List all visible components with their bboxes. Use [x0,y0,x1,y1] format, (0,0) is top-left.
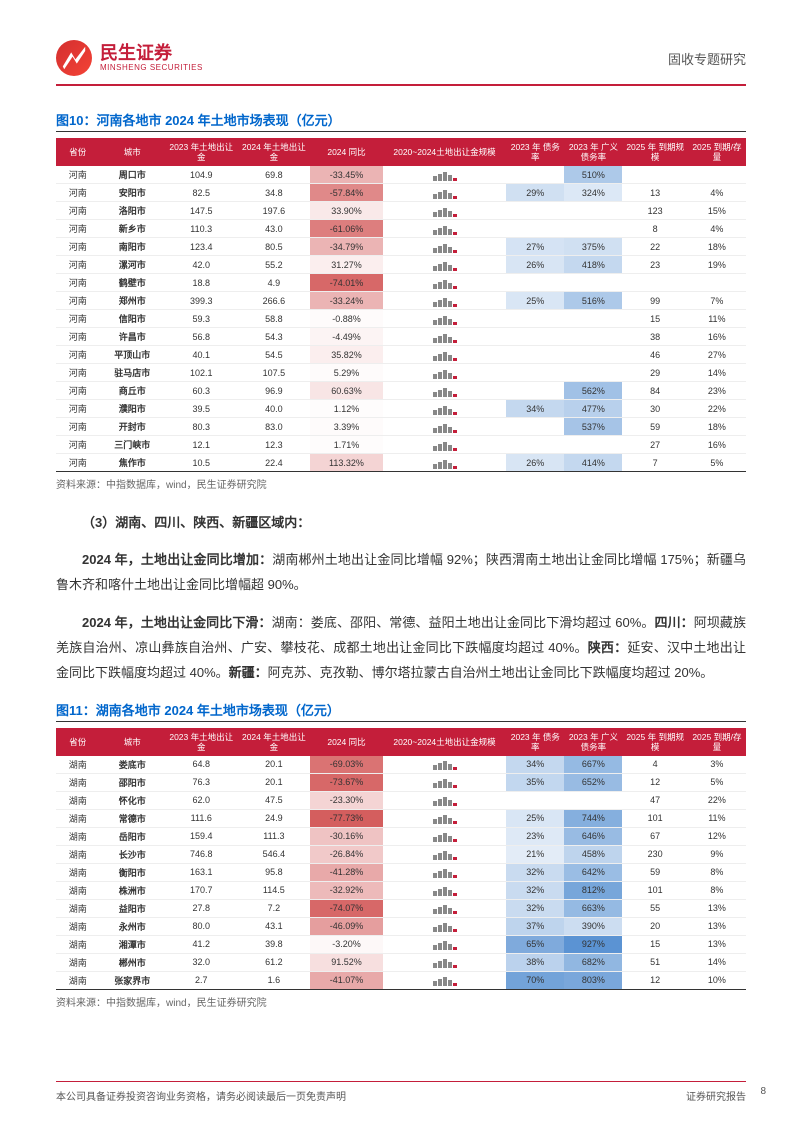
section-heading: （3）湖南、四川、陕西、新疆区域内： [56,511,746,536]
sparkline [385,866,504,878]
table-row: 湖南衡阳市163.195.8-41.28%32%642%598% [56,863,746,881]
table-header: 城市 [100,138,165,166]
company-name-cn: 民生证券 [100,44,203,64]
table-header: 2023 年土地出让金 [165,138,238,166]
doc-type: 固收专题研究 [668,49,746,68]
table-row: 河南许昌市56.854.3-4.49%3816% [56,328,746,346]
footer-report-type: 证券研究报告 [686,1088,746,1103]
table-row: 湖南株洲市170.7114.5-32.92%32%812%1018% [56,881,746,899]
para2: 2024 年，土地出让金同比下滑：湖南：娄底、邵阳、常德、益阳土地出让金同比下滑… [56,611,746,685]
table-row: 河南濮阳市39.540.01.12%34%477%3022% [56,400,746,418]
table-row: 湖南娄底市64.820.1-69.03%34%667%43% [56,756,746,774]
table-header: 2025 到期/存量 [688,728,746,756]
table-row: 湖南邵阳市76.320.1-73.67%35%652%125% [56,773,746,791]
table-header: 2023 年 广义债务率 [564,728,622,756]
sparkline [385,902,504,914]
table-row: 湖南常德市111.624.9-77.73%25%744%10111% [56,809,746,827]
table-header: 2023 年 广义债务率 [564,138,622,166]
table-header: 2020~2024土地出让金规模 [383,728,506,756]
sparkline [385,169,504,181]
sparkline [385,277,504,289]
page-number: 8 [760,1086,766,1097]
sparkline [385,794,504,806]
table-row: 河南焦作市10.522.4113.32%26%414%75% [56,454,746,472]
sparkline [385,812,504,824]
table-header: 2024 年土地出让金 [238,728,311,756]
table-row: 河南开封市80.383.03.39%537%5918% [56,418,746,436]
sparkline [385,187,504,199]
sparkline [385,403,504,415]
sparkline [385,331,504,343]
table-header: 省份 [56,138,100,166]
table-header: 2025 到期/存量 [688,138,746,166]
table-header: 2023 年 债务率 [506,138,564,166]
sparkline [385,974,504,986]
figure10-table: 省份城市2023 年土地出让金2024 年土地出让金2024 同比2020~20… [56,138,746,472]
sparkline [385,776,504,788]
table-header: 2025 年 到期规模 [622,138,687,166]
sparkline [385,421,504,433]
sparkline [385,259,504,271]
table-header: 2024 同比 [310,138,383,166]
sparkline [385,956,504,968]
table-row: 湖南长沙市746.8546.4-26.84%21%458%2309% [56,845,746,863]
table-header: 省份 [56,728,100,756]
table-row: 河南鹤壁市18.84.9-74.01% [56,274,746,292]
sparkline [385,830,504,842]
sparkline [385,848,504,860]
sparkline [385,457,504,469]
logo: 民生证券 MINSHENG SECURITIES [56,40,203,76]
sparkline [385,295,504,307]
table-row: 河南驻马店市102.1107.55.29%2914% [56,364,746,382]
table-row: 湖南湘潭市41.239.8-3.20%65%927%1513% [56,935,746,953]
table-header: 2025 年 到期规模 [622,728,687,756]
table-row: 河南新乡市110.343.0-61.06%84% [56,220,746,238]
sparkline [385,205,504,217]
table-row: 河南平顶山市40.154.535.82%4627% [56,346,746,364]
table-header: 2023 年土地出让金 [165,728,238,756]
table-row: 河南安阳市82.534.8-57.84%29%324%134% [56,184,746,202]
table-header: 2024 年土地出让金 [238,138,311,166]
figure11-source: 资料来源：中指数据库，wind，民生证券研究院 [56,994,746,1009]
table-row: 河南三门峡市12.112.31.71%2716% [56,436,746,454]
figure10-source: 资料来源：中指数据库，wind，民生证券研究院 [56,476,746,491]
table-row: 湖南岳阳市159.4111.3-30.16%23%646%6712% [56,827,746,845]
table-row: 河南信阳市59.358.8-0.88%1511% [56,310,746,328]
table-row: 河南洛阳市147.5197.633.90%12315% [56,202,746,220]
figure11-title: 图11：湖南各地市 2024 年土地市场表现（亿元） [56,700,746,722]
table-header: 2020~2024土地出让金规模 [383,138,506,166]
table-header: 2023 年 债务率 [506,728,564,756]
table-row: 湖南怀化市62.047.5-23.30%4722% [56,791,746,809]
sparkline [385,938,504,950]
sparkline [385,367,504,379]
para1: 2024 年，土地出让金同比增加：湖南郴州土地出让金同比增幅 92%；陕西渭南土… [56,548,746,597]
table-row: 河南商丘市60.396.960.63%562%8423% [56,382,746,400]
table-row: 河南南阳市123.480.5-34.79%27%375%2218% [56,238,746,256]
table-row: 湖南永州市80.043.1-46.09%37%390%2013% [56,917,746,935]
table-row: 湖南郴州市32.061.291.52%38%682%5114% [56,953,746,971]
company-name-en: MINSHENG SECURITIES [100,64,203,73]
sparkline [385,884,504,896]
figure11-table: 省份城市2023 年土地出让金2024 年土地出让金2024 同比2020~20… [56,728,746,990]
sparkline [385,223,504,235]
sparkline [385,439,504,451]
footer-disclaimer: 本公司具备证券投资咨询业务资格，请务必阅读最后一页免责声明 [56,1088,346,1103]
table-row: 湖南张家界市2.71.6-41.07%70%803%1210% [56,971,746,989]
sparkline [385,385,504,397]
table-header: 城市 [100,728,165,756]
sparkline [385,920,504,932]
page-footer: 本公司具备证券投资咨询业务资格，请务必阅读最后一页免责声明 证券研究报告 8 [56,1081,746,1103]
logo-icon [56,40,92,76]
table-header: 2024 同比 [310,728,383,756]
page-header: 民生证券 MINSHENG SECURITIES 固收专题研究 [56,40,746,86]
table-row: 河南周口市104.969.8-33.45%510% [56,166,746,184]
table-row: 河南漯河市42.055.231.27%26%418%2319% [56,256,746,274]
table-row: 河南郑州市399.3266.6-33.24%25%516%997% [56,292,746,310]
table-row: 湖南益阳市27.87.2-74.07%32%663%5513% [56,899,746,917]
sparkline [385,241,504,253]
sparkline [385,758,504,770]
sparkline [385,349,504,361]
sparkline [385,313,504,325]
figure10-title: 图10：河南各地市 2024 年土地市场表现（亿元） [56,110,746,132]
